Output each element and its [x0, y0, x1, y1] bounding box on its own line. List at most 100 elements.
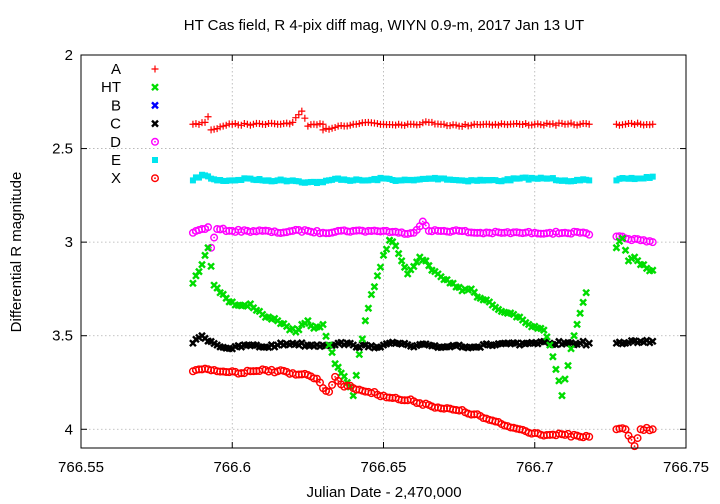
- data-point: [283, 119, 291, 127]
- x-tick-label: 766.65: [361, 459, 407, 476]
- y-tick-label: 3.5: [52, 328, 73, 345]
- data-point: [301, 114, 309, 122]
- data-point: [491, 120, 499, 128]
- legend-item-x: X: [111, 170, 159, 187]
- legend-label: A: [111, 61, 121, 78]
- data-point: [198, 260, 206, 269]
- data-point: [482, 339, 491, 348]
- data-point: [353, 176, 360, 183]
- data-point: [255, 120, 263, 128]
- data-point: [211, 176, 218, 183]
- data-point: [422, 175, 429, 182]
- data-point: [540, 175, 547, 182]
- data-point: [322, 125, 330, 133]
- data-point: [631, 176, 638, 183]
- data-point: [612, 120, 620, 128]
- data-point: [565, 178, 572, 185]
- data-point: [309, 374, 318, 383]
- data-point: [220, 177, 227, 184]
- data-point: [577, 177, 584, 184]
- data-point: [368, 176, 375, 183]
- data-point: [392, 121, 400, 129]
- data-point: [371, 175, 378, 182]
- data-point: [582, 120, 590, 128]
- data-point: [223, 177, 230, 184]
- data-point: [447, 176, 454, 183]
- data-point: [271, 120, 279, 128]
- data-point: [582, 341, 591, 349]
- data-point: [634, 119, 642, 127]
- data-point: [262, 120, 270, 128]
- data-point: [319, 126, 327, 134]
- data-point: [347, 177, 354, 184]
- data-point: [418, 256, 427, 264]
- data-point: [634, 175, 641, 182]
- data-point: [491, 303, 500, 312]
- data-point: [422, 118, 430, 126]
- data-point: [488, 121, 496, 129]
- data-point: [516, 175, 523, 182]
- data-point: [513, 120, 521, 128]
- series-e: [189, 171, 656, 187]
- data-point: [325, 341, 333, 349]
- data-point: [301, 179, 308, 186]
- data-point: [419, 175, 426, 182]
- data-point: [334, 376, 343, 385]
- data-point: [618, 424, 627, 433]
- data-point: [210, 339, 218, 348]
- data-point: [527, 338, 536, 347]
- data-point: [564, 361, 572, 370]
- data-point: [392, 177, 399, 184]
- data-point: [243, 302, 252, 311]
- data-point: [217, 177, 224, 184]
- data-point: [425, 261, 433, 270]
- data-point: [395, 177, 402, 184]
- data-point: [346, 381, 355, 390]
- data-point: [316, 323, 324, 331]
- data-point: [525, 176, 532, 183]
- data-point: [486, 177, 493, 184]
- data-point: [219, 122, 227, 130]
- data-point: [213, 284, 221, 292]
- data-point: [456, 177, 463, 184]
- data-point: [431, 267, 439, 276]
- data-point: [326, 177, 333, 184]
- data-point: [376, 343, 385, 352]
- data-point: [562, 177, 568, 184]
- data-point: [204, 113, 212, 121]
- chart-title: HT Cas field, R 4-pix diff mag, WIYN 0.9…: [184, 17, 584, 34]
- data-point: [355, 120, 363, 128]
- data-point: [582, 431, 591, 440]
- data-point: [585, 120, 593, 128]
- data-point: [497, 120, 505, 128]
- data-point: [573, 121, 581, 129]
- data-point: [189, 177, 196, 184]
- data-point: [498, 178, 505, 185]
- data-point: [270, 314, 279, 323]
- data-point: [350, 177, 357, 184]
- data-point: [497, 339, 506, 348]
- data-point: [582, 229, 591, 238]
- data-point: [214, 177, 221, 184]
- data-point: [313, 121, 321, 129]
- data-point: [252, 306, 261, 315]
- data-point: [637, 120, 645, 128]
- data-point: [316, 342, 324, 351]
- data-point: [225, 344, 234, 353]
- data-point: [261, 313, 270, 322]
- data-point: [586, 177, 593, 184]
- data-point: [543, 119, 551, 127]
- data-point: [322, 332, 330, 341]
- data-point: [285, 340, 294, 349]
- data-point: [543, 175, 550, 182]
- data-point: [558, 340, 566, 349]
- data-point: [625, 175, 632, 182]
- data-point: [471, 177, 478, 184]
- data-point: [477, 176, 484, 183]
- data-point: [283, 178, 290, 185]
- legend-label: HT: [101, 79, 121, 96]
- data-point: [316, 120, 324, 128]
- data-point: [373, 120, 381, 128]
- data-point: [558, 177, 565, 184]
